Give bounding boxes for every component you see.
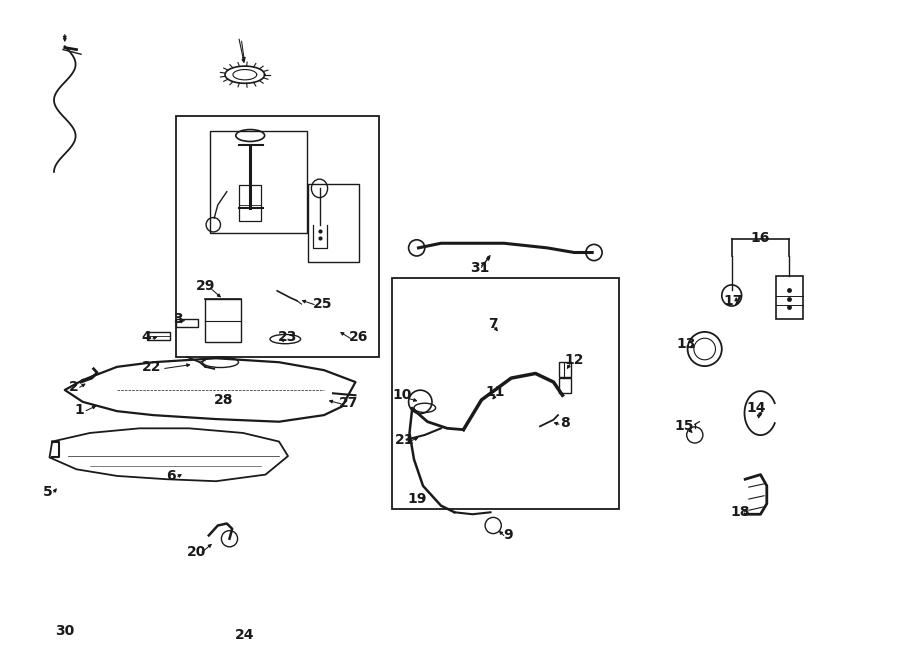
Text: 8: 8 (561, 416, 570, 430)
Text: 31: 31 (470, 260, 490, 275)
Text: 19: 19 (407, 492, 427, 506)
Text: 25: 25 (312, 297, 332, 311)
Bar (205, 299, 241, 342)
Text: 9: 9 (504, 528, 513, 543)
Text: 16: 16 (751, 231, 770, 245)
Text: 3: 3 (174, 312, 183, 327)
Circle shape (688, 332, 722, 366)
Text: 23: 23 (278, 330, 298, 344)
Bar (559, 378, 571, 393)
Text: 12: 12 (564, 353, 584, 368)
Text: 10: 10 (392, 388, 412, 403)
Bar (176, 116, 379, 357)
Text: 2: 2 (69, 379, 78, 394)
Text: 24: 24 (235, 627, 255, 642)
Bar (559, 362, 571, 377)
Text: 15: 15 (674, 419, 694, 434)
Bar (776, 276, 803, 319)
Text: 29: 29 (195, 278, 215, 293)
Text: 17: 17 (724, 293, 743, 308)
Bar (147, 332, 170, 340)
Text: 14: 14 (746, 401, 766, 416)
Text: 11: 11 (485, 385, 505, 399)
Text: 27: 27 (338, 396, 358, 410)
Text: 20: 20 (186, 545, 206, 559)
Bar (392, 278, 619, 509)
Text: 30: 30 (55, 624, 75, 639)
Text: 21: 21 (395, 432, 415, 447)
Text: 28: 28 (213, 393, 233, 407)
Text: 13: 13 (676, 336, 696, 351)
Bar (176, 319, 198, 327)
Text: 22: 22 (141, 360, 161, 374)
Bar (238, 185, 261, 221)
Text: 26: 26 (348, 330, 368, 344)
Text: 6: 6 (166, 469, 176, 483)
Text: 1: 1 (75, 403, 84, 417)
Text: 18: 18 (730, 505, 750, 520)
Text: 4: 4 (141, 330, 150, 344)
Text: 5: 5 (43, 485, 52, 500)
Text: 7: 7 (489, 317, 498, 331)
Bar (210, 131, 307, 233)
Bar (308, 184, 359, 262)
